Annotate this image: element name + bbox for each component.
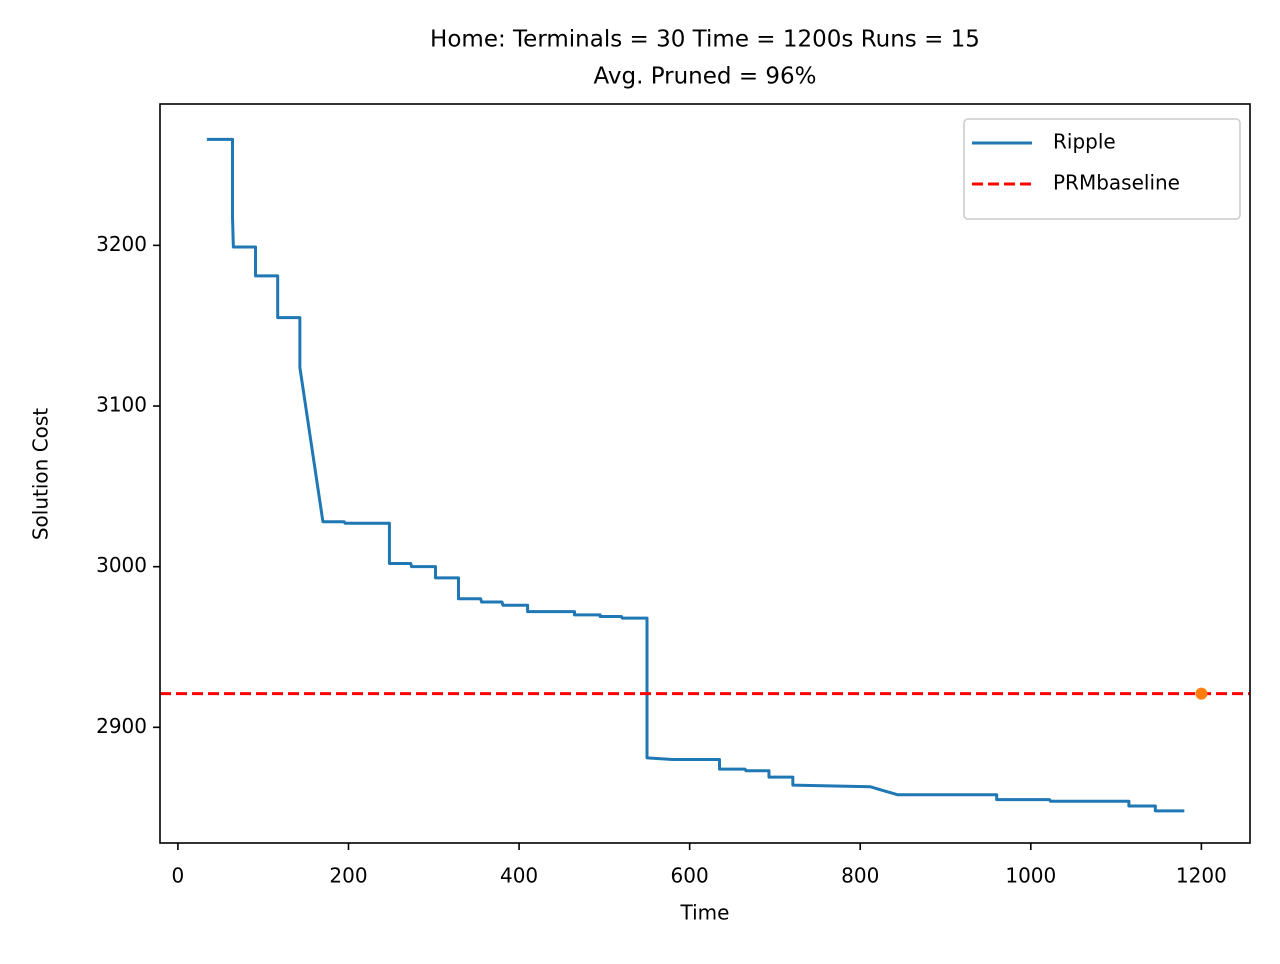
chart-title: Home: Terminals = 30 Time = 1200s Runs =… (430, 27, 980, 53)
y-tick-label: 2900 (96, 714, 147, 738)
plot-frame (159, 103, 1251, 844)
x-tick-label: 600 (671, 864, 709, 888)
y-tick-label: 3000 (96, 553, 147, 577)
y-axis-label: Solution Cost (29, 408, 53, 540)
legend-label: PRMbaseline (1053, 171, 1180, 195)
x-tick-label: 800 (841, 864, 879, 888)
y-tick-label: 3200 (96, 232, 147, 256)
x-tick-label: 200 (329, 864, 367, 888)
x-tick-label: 0 (172, 864, 185, 888)
x-axis-label: Time (680, 901, 730, 925)
data-line (206, 137, 1185, 813)
chart-subtitle: Avg. Pruned = 96% (593, 64, 816, 90)
x-tick-label: 400 (500, 864, 538, 888)
x-tick-label: 1200 (1176, 864, 1227, 888)
x-tick-label: 1000 (1005, 864, 1056, 888)
y-tick-label: 3100 (96, 393, 147, 417)
legend-label: Ripple (1053, 130, 1116, 154)
legend-box (963, 118, 1241, 220)
data-point (1195, 687, 1208, 700)
